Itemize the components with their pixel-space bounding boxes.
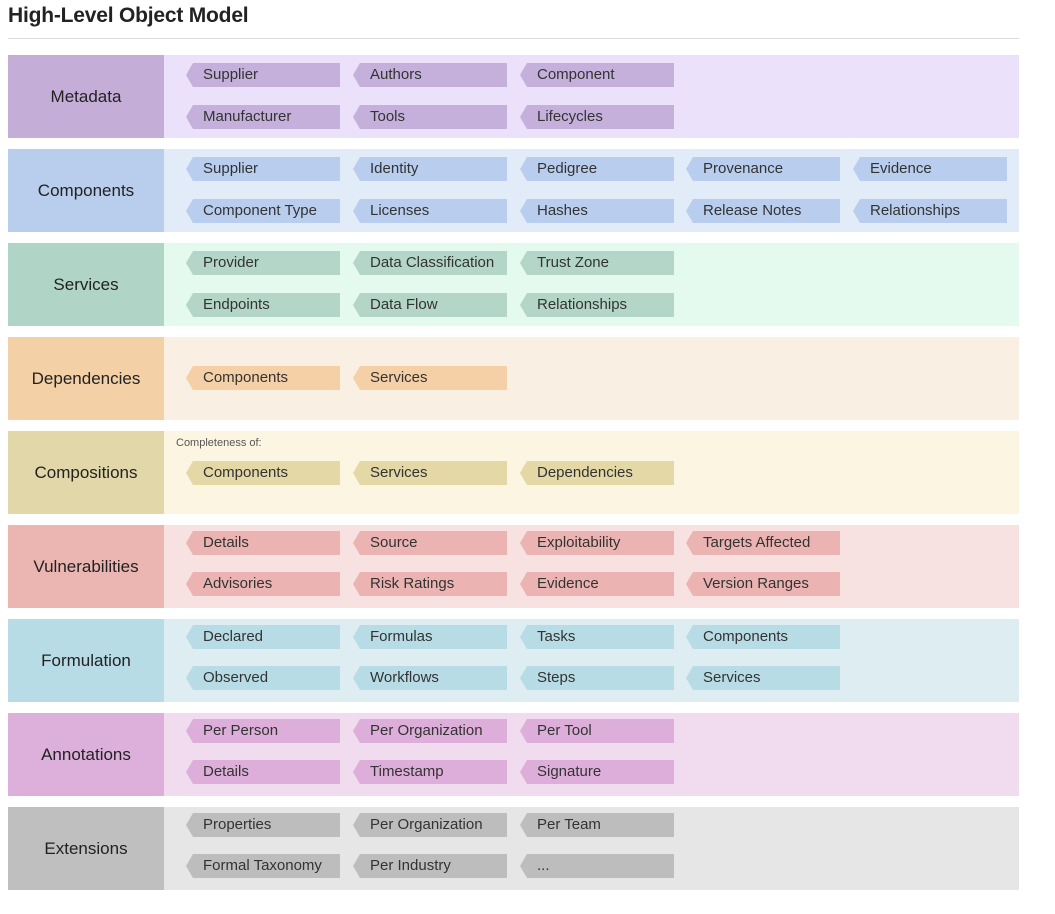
tag: Trust Zone: [520, 251, 674, 275]
panel-note: Completeness of:: [176, 437, 262, 449]
tag: Services: [686, 666, 840, 690]
category-panel-compositions: Completeness of: Components Services Depend…: [164, 431, 1019, 514]
tag: Relationships: [520, 293, 674, 317]
category-panel-formulation: Declared Formulas Tasks Components Observed W…: [164, 619, 1019, 702]
page-title: High-Level Object Model: [8, 4, 249, 27]
tag: Per Organization: [353, 813, 507, 837]
tag: Data Classification: [353, 251, 507, 275]
tag: Provenance: [686, 157, 840, 181]
tag: Per Team: [520, 813, 674, 837]
tag: Services: [353, 461, 507, 485]
category-label-compositions: Compositions: [8, 431, 164, 514]
tag: Tools: [353, 105, 507, 129]
tag: Licenses: [353, 199, 507, 223]
tag: Targets Affected: [686, 531, 840, 555]
category-panel-components: Supplier Identity Pedigree Provenance Eviden…: [164, 149, 1019, 232]
tag: Steps: [520, 666, 674, 690]
tag: Exploitability: [520, 531, 674, 555]
tag: Observed: [186, 666, 340, 690]
tag: Evidence: [853, 157, 1007, 181]
tag: Supplier: [186, 63, 340, 87]
category-panel-metadata: Supplier Authors Component Manufacturer Tool…: [164, 55, 1019, 138]
row-annotations: Annotations Per Person Per Organization Per…: [8, 713, 1019, 796]
tag: Components: [186, 366, 340, 390]
tag: Endpoints: [186, 293, 340, 317]
category-panel-annotations: Per Person Per Organization Per Tool Detail…: [164, 713, 1019, 796]
category-panel-extensions: Properties Per Organization Per Team Formal…: [164, 807, 1019, 890]
tag: Data Flow: [353, 293, 507, 317]
tag: Per Industry: [353, 854, 507, 878]
category-label-formulation: Formulation: [8, 619, 164, 702]
category-label-vulnerabilities: Vulnerabilities: [8, 525, 164, 608]
tag: Version Ranges: [686, 572, 840, 596]
tag: Services: [353, 366, 507, 390]
tag: Pedigree: [520, 157, 674, 181]
row-dependencies: Dependencies Components Services: [8, 337, 1019, 420]
row-formulation: Formulation Declared Formulas Tasks Componen…: [8, 619, 1019, 702]
tag: Components: [186, 461, 340, 485]
tag: Components: [686, 625, 840, 649]
tag: Component: [520, 63, 674, 87]
row-metadata: Metadata Supplier Authors Component Manufact…: [8, 55, 1019, 138]
tag: Lifecycles: [520, 105, 674, 129]
tag: Identity: [353, 157, 507, 181]
tag: Component Type: [186, 199, 340, 223]
category-panel-vulnerabilities: Details Source Exploitability Targets Affec…: [164, 525, 1019, 608]
tag: Per Person: [186, 719, 340, 743]
category-label-dependencies: Dependencies: [8, 337, 164, 420]
tag: Release Notes: [686, 199, 840, 223]
tag: Workflows: [353, 666, 507, 690]
title-divider: [8, 38, 1019, 39]
tag: Dependencies: [520, 461, 674, 485]
tag: Manufacturer: [186, 105, 340, 129]
tag: Per Tool: [520, 719, 674, 743]
category-panel-dependencies: Components Services: [164, 337, 1019, 420]
tag: Per Organization: [353, 719, 507, 743]
tag: Timestamp: [353, 760, 507, 784]
object-model-diagram: Metadata Supplier Authors Component Manufact…: [8, 55, 1019, 901]
tag: Signature: [520, 760, 674, 784]
tag: ...: [520, 854, 674, 878]
tag: Provider: [186, 251, 340, 275]
row-services: Services Provider Data Classification Trust…: [8, 243, 1019, 326]
tag: Formal Taxonomy: [186, 854, 340, 878]
category-label-components: Components: [8, 149, 164, 232]
category-label-metadata: Metadata: [8, 55, 164, 138]
row-extensions: Extensions Properties Per Organization Per …: [8, 807, 1019, 890]
tag: Formulas: [353, 625, 507, 649]
category-panel-services: Provider Data Classification Trust Zone End…: [164, 243, 1019, 326]
row-vulnerabilities: Vulnerabilities Details Source Exploitabili…: [8, 525, 1019, 608]
tag: Relationships: [853, 199, 1007, 223]
tag: Details: [186, 531, 340, 555]
tag: Details: [186, 760, 340, 784]
tag: Properties: [186, 813, 340, 837]
tag: Risk Ratings: [353, 572, 507, 596]
category-label-annotations: Annotations: [8, 713, 164, 796]
tag: Declared: [186, 625, 340, 649]
tag: Evidence: [520, 572, 674, 596]
tag: Supplier: [186, 157, 340, 181]
category-label-services: Services: [8, 243, 164, 326]
tag: Tasks: [520, 625, 674, 649]
tag: Advisories: [186, 572, 340, 596]
tag: Source: [353, 531, 507, 555]
tag: Hashes: [520, 199, 674, 223]
row-compositions: Compositions Completeness of: Components Se…: [8, 431, 1019, 514]
row-components: Components Supplier Identity Pedigree Proven…: [8, 149, 1019, 232]
category-label-extensions: Extensions: [8, 807, 164, 890]
tag: Authors: [353, 63, 507, 87]
